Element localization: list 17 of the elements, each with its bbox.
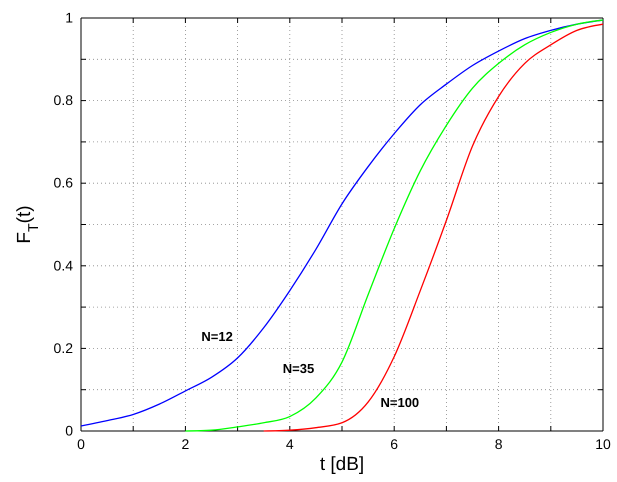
x-tick-label: 8 <box>494 436 503 452</box>
y-tick-label: 0.8 <box>54 92 74 108</box>
y-tick-label: 0.2 <box>54 340 74 356</box>
annotation: N=12 <box>201 330 233 345</box>
x-tick-label: 4 <box>286 436 294 452</box>
x-tick-label: 6 <box>390 436 398 452</box>
x-tick-label: 2 <box>182 436 190 452</box>
y-tick-label: 0 <box>65 422 74 438</box>
y-tick-label: 1 <box>65 9 74 26</box>
annotation: N=100 <box>380 396 420 411</box>
x-axis-title: t [dB] <box>320 454 364 475</box>
y-tick-label: 0.4 <box>54 257 74 274</box>
y-tick-label: 0.6 <box>54 174 74 191</box>
x-tick-label: 10 <box>595 436 611 452</box>
line-series <box>263 24 604 432</box>
annotation: N=35 <box>282 361 314 376</box>
x-tick-label: 0 <box>77 436 86 452</box>
